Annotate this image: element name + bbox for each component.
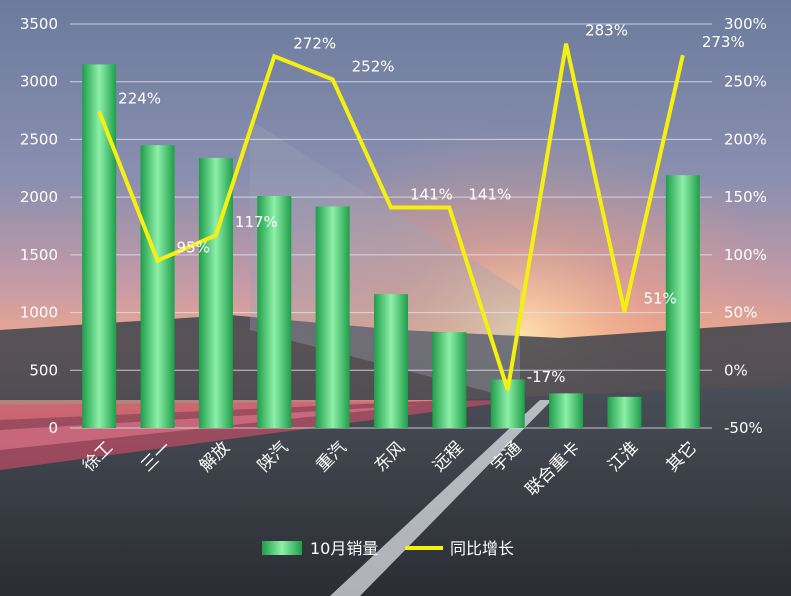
growth-line [97,43,685,391]
bar [315,206,350,428]
y-left-tick-label: 2000 [20,188,58,206]
y-left-tick-label: 2500 [20,130,58,148]
y-right-tick-label: 300% [724,15,767,33]
bar [82,64,117,429]
y-left-tick-label: 1000 [20,304,58,322]
y-right-tick-label: -50% [724,419,763,437]
bar [549,393,584,428]
bar [140,145,175,428]
legend: 10月销量 同比增长 [262,539,514,558]
y-left-tick-label: 3000 [20,73,58,91]
y-right-tick-label: 250% [724,73,767,91]
data-label: 117% [235,213,278,231]
data-label: 283% [585,22,628,40]
data-label: 252% [352,57,395,75]
y-left-tick-label: 1500 [20,246,58,264]
legend-label-bar: 10月销量 [310,539,378,558]
line-series [97,43,685,391]
y-left-tick-label: 3500 [20,15,58,33]
y-right-tick-label: 0% [724,361,748,379]
y-left-tick-label: 0 [48,419,58,437]
y-right-tick-label: 50% [724,304,757,322]
data-label: 141% [468,186,511,204]
bar [257,195,292,428]
data-label: 95% [177,239,210,257]
y-axis-right: -50% 0% 50% 100% 150% 200% 250% 300% [724,15,767,437]
data-label: 273% [702,33,745,51]
data-label: 51% [643,289,676,307]
bar [607,396,642,428]
bar [432,332,467,428]
data-labels: 224% 95% 117% 272% 252% 141% 141% -17% 283% 51% 27… [118,22,745,386]
bar [665,175,700,428]
y-axis-left: 0 500 1000 1500 2000 2500 3000 3500 [20,15,58,437]
legend-label-line: 同比增长 [450,539,514,558]
y-right-tick-label: 150% [724,188,767,206]
data-label: 224% [118,90,161,108]
legend-swatch-bar [262,541,302,555]
y-right-tick-label: 200% [724,130,767,148]
y-left-tick-label: 500 [29,361,58,379]
bar [374,294,408,428]
y-right-tick-label: 100% [724,246,767,264]
data-label: 141% [410,186,453,204]
data-label: -17% [527,368,566,386]
data-label: 272% [293,34,336,52]
